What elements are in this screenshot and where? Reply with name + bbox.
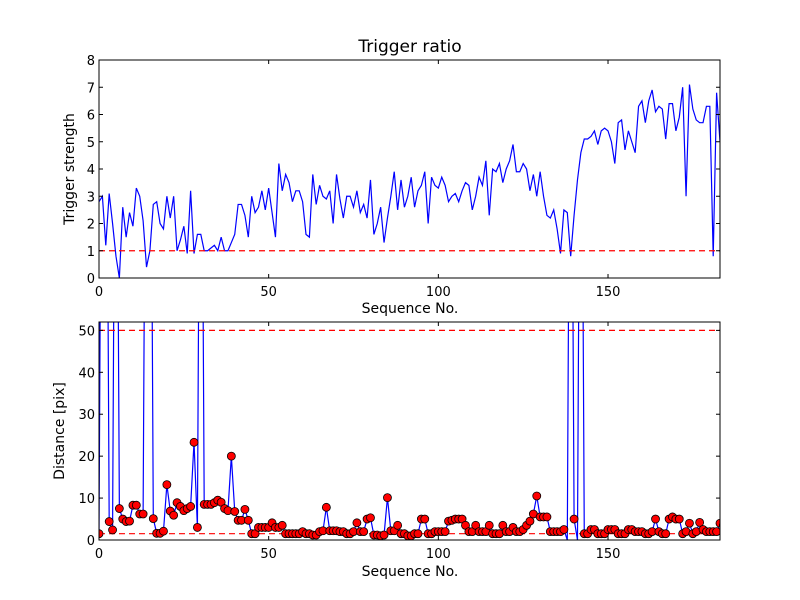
bottom-y-tick-label: 10 <box>78 492 95 507</box>
top-y-tick-label: 7 <box>87 81 95 96</box>
top-y-tick-label: 1 <box>87 245 95 260</box>
distance-point <box>169 510 179 520</box>
top-plot-trigger-ratio: 0 50 100 150 0 1 2 3 4 5 6 7 8 <box>87 54 721 300</box>
distance-point <box>193 523 202 532</box>
distance-point <box>695 517 705 527</box>
distance-point <box>379 530 389 540</box>
distance-point <box>484 520 494 530</box>
distance-point <box>383 493 392 503</box>
top-plot-area <box>99 84 720 278</box>
distance-point <box>413 529 423 539</box>
distance-point <box>186 502 196 511</box>
bottom-y-tick-label: 40 <box>78 366 95 381</box>
top-y-tick-label: 6 <box>87 109 95 124</box>
distance-point <box>718 522 720 529</box>
distance-point <box>104 517 114 526</box>
bottom-plot-frame <box>98 321 721 541</box>
distance-point <box>726 502 734 510</box>
distance-point <box>99 529 104 539</box>
top-x-tick-label: 50 <box>260 285 277 300</box>
distance-point <box>125 516 134 526</box>
distance-point <box>542 512 552 522</box>
bottom-plot-area <box>99 322 734 540</box>
top-y-tick-label: 8 <box>87 54 95 69</box>
distance-point <box>559 525 569 534</box>
top-plot-frame <box>98 59 721 279</box>
distance-point <box>525 516 535 526</box>
chart-title: Trigger ratio <box>357 37 461 57</box>
distance-point <box>661 529 671 539</box>
distance-point <box>532 491 542 501</box>
bottom-y-tick-label: 50 <box>78 324 95 339</box>
distance-point <box>420 514 430 524</box>
distance-point <box>243 515 253 525</box>
top-y-tick-label: 4 <box>87 163 95 178</box>
bottom-y-axis-label: Distance [pix] <box>52 382 68 480</box>
distance-point <box>277 520 287 530</box>
distance-point <box>651 514 660 524</box>
distance-point <box>366 513 375 523</box>
trigger-strength-line <box>99 84 720 278</box>
distance-point <box>114 504 124 513</box>
top-x-tick-label: 150 <box>596 285 621 300</box>
distance-point <box>321 502 331 512</box>
top-x-tick-label: 0 <box>95 285 103 300</box>
distance-point <box>240 504 250 514</box>
top-x-tick-label: 100 <box>426 285 451 300</box>
distance-point <box>723 528 731 536</box>
bottom-x-tick-label: 50 <box>260 547 277 562</box>
distance-point <box>685 518 694 528</box>
top-y-tick-label: 5 <box>87 136 95 151</box>
bottom-x-tick-label: 0 <box>95 547 103 562</box>
distance-point <box>393 520 403 530</box>
bottom-plot-distance: 0 50 100 150 0 10 20 30 40 50 <box>78 321 734 562</box>
distance-point <box>352 518 362 528</box>
distance-point <box>148 514 158 524</box>
top-y-tick-label: 3 <box>87 190 95 205</box>
distance-point <box>162 480 172 490</box>
bottom-x-axis-label: Sequence No. <box>362 564 459 580</box>
bottom-y-tick-label: 0 <box>87 534 95 549</box>
distance-point <box>440 527 450 537</box>
distance-point <box>138 509 148 519</box>
bottom-x-tick-label: 100 <box>426 547 451 562</box>
distance-line <box>99 322 720 540</box>
distance-point <box>674 514 684 524</box>
distance-point <box>569 514 579 524</box>
distance-point <box>108 525 117 535</box>
distance-point <box>226 451 236 461</box>
top-y-tick-label: 2 <box>87 218 95 233</box>
distance-point <box>189 437 199 447</box>
distance-point <box>159 526 168 536</box>
bottom-y-tick-label: 20 <box>78 450 95 465</box>
top-x-axis-label: Sequence No. <box>362 301 459 317</box>
bottom-x-tick-label: 150 <box>596 547 621 562</box>
distance-point <box>230 507 240 516</box>
top-y-axis-label: Trigger strength <box>62 113 78 226</box>
distance-point <box>712 527 720 537</box>
distance-point <box>359 527 369 537</box>
top-y-tick-label: 0 <box>87 272 95 287</box>
distance-point <box>131 500 141 510</box>
bottom-y-tick-label: 30 <box>78 408 95 423</box>
